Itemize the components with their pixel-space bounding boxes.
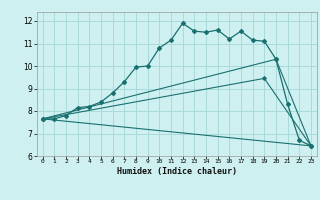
X-axis label: Humidex (Indice chaleur): Humidex (Indice chaleur) [117, 167, 237, 176]
